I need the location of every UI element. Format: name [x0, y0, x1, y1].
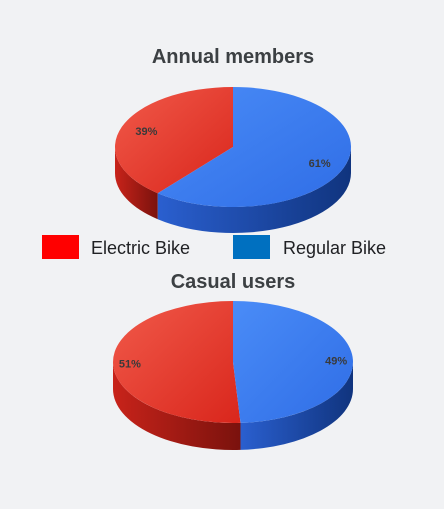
- chart-casual-users: Casual users 51% 49%: [113, 271, 354, 451]
- pie-label-regular-bike: 61%: [309, 158, 331, 170]
- pie-annual-members: 39% 61%: [114, 87, 351, 234]
- legend: Electric Bike Regular Bike: [42, 235, 386, 259]
- pie-casual-users: 51% 49%: [113, 300, 354, 451]
- legend-item-regular-bike: Regular Bike: [233, 235, 386, 259]
- legend-label-electric-bike: Electric Bike: [91, 238, 190, 258]
- legend-swatch-electric-bike: [42, 235, 79, 259]
- pie-label-electric-bike: 51%: [119, 359, 141, 371]
- pie-slice-regular-bike: [157, 87, 351, 207]
- chart-title-annual-members: Annual members: [152, 46, 314, 68]
- pie-side-regular-bike: [157, 147, 351, 234]
- pie-side-electric-bike: [113, 362, 241, 451]
- chart-annual-members: Annual members 39% 61%: [114, 46, 351, 234]
- pie-slice-electric-bike: [113, 301, 241, 423]
- legend-label-regular-bike: Regular Bike: [283, 238, 386, 258]
- pie-slice-electric-bike: [114, 87, 233, 194]
- pie-side-electric-bike: [114, 147, 158, 220]
- pie-label-electric-bike: 39%: [135, 126, 157, 138]
- legend-item-electric-bike: Electric Bike: [42, 235, 190, 259]
- pie-slice-regular-bike: [233, 300, 354, 423]
- pie-label-regular-bike: 49%: [325, 355, 347, 367]
- pie-side-regular-bike: [240, 362, 353, 450]
- chart-title-casual-users: Casual users: [171, 271, 296, 293]
- legend-swatch-regular-bike: [233, 235, 270, 259]
